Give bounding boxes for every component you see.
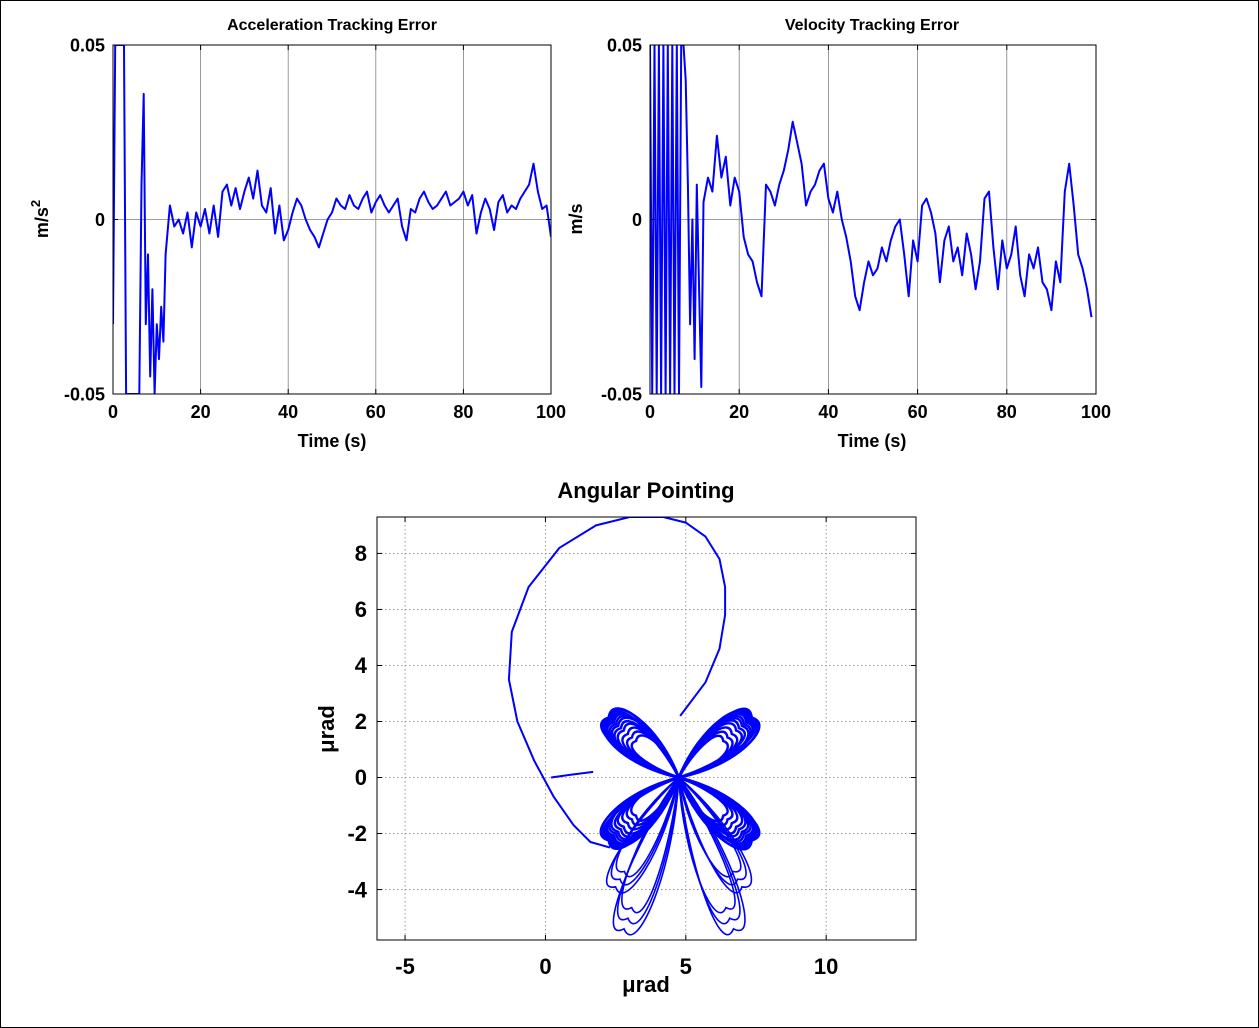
accel-xtick-label: 100	[536, 402, 566, 422]
pointing-petal	[677, 776, 758, 848]
accel-xtick-label: 20	[191, 402, 211, 422]
pointing-ytick-label: 6	[355, 597, 367, 622]
accel-series-line	[113, 45, 551, 394]
accel-ylabel-base: m/s	[32, 207, 52, 238]
pointing-ytick-label: 8	[355, 541, 367, 566]
accel-xtick-label: 60	[366, 402, 386, 422]
accel-series	[113, 45, 551, 394]
pointing-ytick-label: 0	[355, 765, 367, 790]
pointing-ytick-label: 2	[355, 709, 367, 734]
vel-grid	[650, 45, 1096, 394]
vel-xtick-label: 40	[818, 402, 838, 422]
pointing-petal	[677, 709, 757, 779]
vel-xtick-label: 80	[997, 402, 1017, 422]
accel-xtick-label: 80	[453, 402, 473, 422]
vel-xtick-label: 20	[729, 402, 749, 422]
vel-title: Velocity Tracking Error	[785, 17, 959, 34]
pointing-petal	[677, 776, 761, 851]
accel-ytick-label: 0.05	[70, 35, 105, 55]
vel-xtick-label: 0	[645, 402, 655, 422]
pointing-ylabel: μrad	[314, 705, 339, 753]
pointing-title: Angular Pointing	[557, 478, 734, 503]
pointing-petal	[602, 710, 680, 779]
pointing-xtick-label: 5	[680, 954, 692, 979]
accel-title: Acceleration Tracking Error	[227, 17, 437, 34]
pointing-lower-loop	[678, 777, 746, 936]
vel-xtick-label: 60	[908, 402, 928, 422]
accel-ytick-label: 0	[95, 210, 105, 230]
pointing-lower-loop	[612, 777, 680, 936]
pointing-series	[507, 517, 761, 936]
vel-xlabel: Time (s)	[838, 431, 907, 451]
accel-ylabel: m/s2	[28, 200, 52, 238]
pointing-ticks: -5 0 5 10 -4 -2 0 2 4 6 8	[347, 517, 916, 979]
accel-ytick-label: -0.05	[64, 384, 105, 404]
pointing-ytick-label: 4	[355, 653, 368, 678]
pointing-petal	[600, 707, 680, 779]
accel-xlabel: Time (s)	[298, 431, 367, 451]
vel-ylabel: m/s	[566, 203, 586, 234]
vel-ytick-label: 0.05	[607, 35, 642, 55]
vel-xtick-label: 100	[1081, 402, 1111, 422]
pointing-petal	[599, 776, 680, 850]
vel-series-line	[650, 45, 1093, 394]
accel-ylabel-sup: 2	[28, 200, 43, 207]
accel-xtick-label: 40	[278, 402, 298, 422]
pointing-xlabel: μrad	[622, 972, 670, 997]
pointing-grid	[377, 517, 916, 940]
pointing-xtick-label: 10	[814, 954, 838, 979]
pointing-xtick-label: 0	[539, 954, 551, 979]
accel-xtick-label: 0	[108, 402, 118, 422]
pointing-petal	[603, 776, 680, 848]
pointing-xtick-label: -5	[395, 954, 415, 979]
pointing-ytick-label: -4	[347, 877, 367, 902]
pointing-petal	[677, 707, 761, 779]
pointing-initial-tail	[550, 770, 594, 779]
pointing-axes-box	[376, 516, 917, 941]
pointing-panel: -5 0 5 10 -4 -2 0 2 4 6 8 Angular Pointing μrad μr…	[314, 478, 917, 997]
pointing-transient-loop	[507, 517, 727, 849]
vel-ytick-label: -0.05	[601, 384, 642, 404]
vel-ytick-label: 0	[632, 210, 642, 230]
pointing-ytick-label: -2	[347, 821, 367, 846]
vel-series	[650, 45, 1093, 394]
